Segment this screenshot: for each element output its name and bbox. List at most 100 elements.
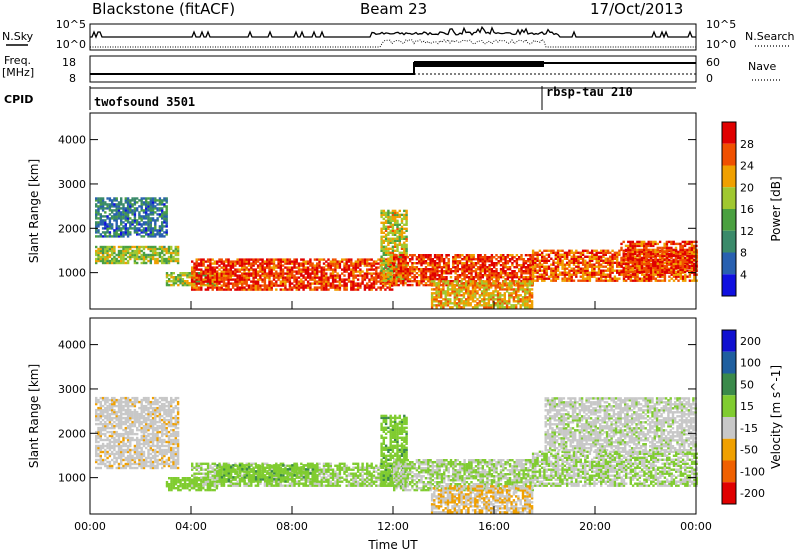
power-echo-cell — [205, 280, 207, 282]
power-echo-cell — [166, 229, 168, 231]
power-echo-cell — [659, 251, 661, 253]
power-echo-cell — [113, 209, 115, 211]
power-echo-cell — [670, 267, 672, 269]
velocity-echo-cell — [102, 433, 104, 435]
power-echo-cell — [385, 246, 387, 248]
power-echo-cell — [156, 252, 158, 254]
power-echo-cell — [546, 254, 548, 256]
power-echo-cell — [218, 272, 220, 274]
power-echo-cell — [677, 243, 679, 245]
power-echo-cell — [111, 246, 113, 248]
power-echo-cell — [663, 259, 665, 261]
power-echo-cell — [250, 262, 252, 264]
power-echo-cell — [127, 227, 129, 229]
power-echo-cell — [433, 280, 435, 282]
power-echo-cell — [134, 207, 136, 209]
power-echo-cell — [481, 280, 483, 282]
power-echo-cell — [161, 207, 163, 209]
power-echo-cell — [95, 209, 97, 211]
velocity-echo-cell — [109, 453, 111, 455]
power-echo-cell — [113, 229, 115, 231]
power-echo-cell — [95, 197, 97, 199]
power-echo-cell — [390, 212, 392, 214]
power-echo-cell — [387, 210, 389, 212]
velocity-echo-cell — [97, 427, 99, 429]
power-echo-cell — [118, 225, 120, 227]
power-echo-cell — [596, 250, 598, 252]
power-echo-cell — [384, 288, 386, 290]
power-echo-cell — [614, 270, 616, 272]
power-echo-cell — [286, 288, 288, 290]
power-echo-cell — [193, 280, 195, 282]
power-echo-cell — [659, 255, 661, 257]
power-echo-cell — [693, 263, 695, 265]
power-echo-cell — [625, 249, 627, 251]
power-echo-cell — [657, 243, 659, 245]
power-echo-cell — [156, 229, 158, 231]
power-echo-cell — [336, 280, 338, 282]
power-echo-cell — [456, 288, 458, 290]
power-echo-cell — [524, 280, 526, 282]
velocity-echo-cell — [109, 461, 111, 463]
power-echo-cell — [266, 258, 268, 260]
power-echo-cell — [302, 280, 304, 282]
power-echo-cell — [445, 276, 447, 278]
power-echo-cell — [650, 249, 652, 251]
velocity-echo-cell — [106, 405, 108, 407]
power-echo-cell — [143, 252, 145, 254]
power-echo-cell — [691, 265, 693, 267]
power-echo-cell — [400, 258, 402, 260]
power-echo-cell — [460, 280, 462, 282]
power-echo-cell — [625, 280, 627, 282]
power-echo-cell — [661, 247, 663, 249]
power-echo-cell — [447, 286, 449, 288]
power-echo-cell — [196, 272, 198, 274]
velocity-echo-cell — [104, 463, 106, 465]
power-echo-cell — [645, 267, 647, 269]
power-echo-cell — [524, 288, 526, 290]
power-echo-cell — [271, 258, 273, 260]
power-echo-cell — [510, 282, 512, 284]
velocity-echo-cell — [104, 407, 106, 409]
power-echo-cell — [526, 280, 528, 282]
power-echo-cell — [513, 260, 515, 262]
velocity-echo-cell — [106, 431, 108, 433]
power-echo-cell — [97, 229, 99, 231]
power-echo-cell — [536, 270, 538, 272]
power-colorbar-tick-label: 28 — [740, 138, 754, 151]
power-echo-cell — [632, 280, 634, 282]
power-echo-cell — [513, 256, 515, 258]
power-echo-cell — [368, 278, 370, 280]
power-echo-cell — [300, 278, 302, 280]
power-echo-cell — [371, 258, 373, 260]
power-echo-cell — [548, 254, 550, 256]
power-echo-cell — [300, 262, 302, 264]
power-echo-cell — [472, 306, 474, 308]
power-echo-cell — [387, 248, 389, 250]
power-echo-cell — [350, 268, 352, 270]
power-colorbar-swatch — [722, 274, 736, 296]
power-echo-cell — [513, 270, 515, 272]
power-echo-cell — [682, 276, 684, 278]
power-echo-cell — [449, 306, 451, 308]
power-echo-cell — [427, 268, 429, 270]
power-echo-cell — [520, 298, 522, 300]
power-echo-cell — [357, 282, 359, 284]
velocity-echo-cell — [95, 445, 97, 447]
power-echo-cell — [593, 254, 595, 256]
power-echo-cell — [541, 270, 543, 272]
power-echo-cell — [414, 274, 416, 276]
power-echo-cell — [607, 268, 609, 270]
power-echo-cell — [438, 280, 440, 282]
power-echo-cell — [625, 259, 627, 261]
power-echo-cell — [106, 223, 108, 225]
power-echo-cell — [392, 238, 394, 240]
power-echo-cell — [509, 258, 511, 260]
power-echo-cell — [454, 276, 456, 278]
power-echo-cell — [479, 294, 481, 296]
power-echo-cell — [286, 266, 288, 268]
power-echo-cell — [399, 224, 401, 226]
power-echo-cell — [275, 288, 277, 290]
power-echo-cell — [684, 249, 686, 251]
power-echo-cell — [150, 197, 152, 199]
